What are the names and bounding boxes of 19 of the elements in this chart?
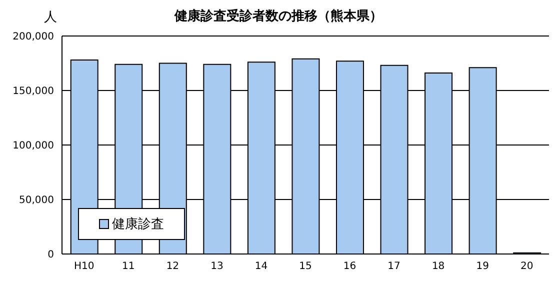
y-tick-label: 50,000 [19, 195, 54, 206]
y-tick-label: 100,000 [12, 140, 54, 152]
y-axis-title: 人 [44, 9, 57, 26]
x-tick-label: 14 [254, 261, 268, 272]
x-tick-label: H10 [74, 261, 94, 272]
x-tick-label: 16 [343, 261, 356, 272]
x-tick-label: 11 [122, 261, 135, 272]
x-tick-label: 19 [476, 261, 489, 272]
legend-label: 健康診査 [112, 216, 164, 233]
x-tick-label: 18 [432, 261, 445, 272]
x-tick-label: 17 [388, 261, 400, 272]
y-tick-label: 200,000 [12, 32, 54, 43]
y-tick-label: 0 [48, 250, 54, 261]
x-tick-label: 13 [210, 261, 224, 272]
x-tick-label: 15 [299, 261, 312, 272]
x-tick-label: 20 [520, 261, 534, 272]
chart-title: 健康診査受診者数の推移（熊本県） [174, 9, 382, 24]
y-tick-label: 150,000 [12, 86, 54, 98]
x-tick-label: 12 [166, 261, 180, 272]
